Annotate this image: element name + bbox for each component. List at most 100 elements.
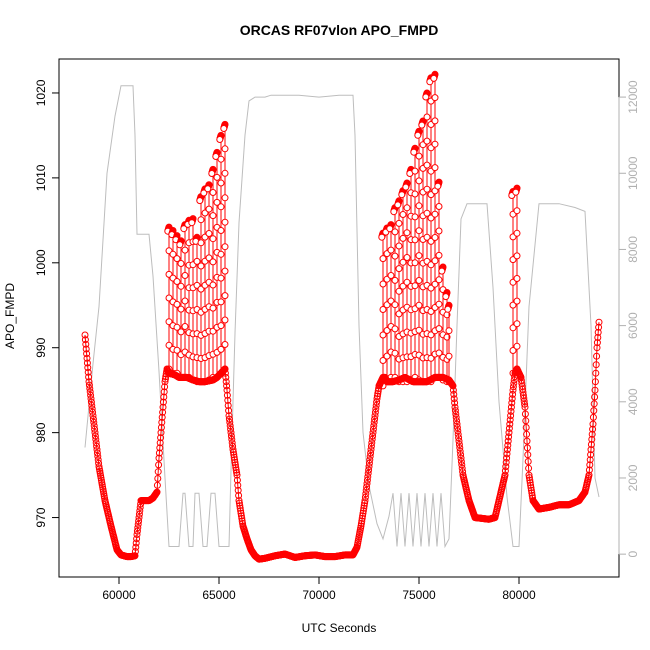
spike-point (173, 255, 181, 263)
y2-tick-label: 6000 (626, 312, 640, 339)
apo-point (227, 432, 235, 440)
spike-point (391, 325, 399, 333)
apo-point (525, 474, 533, 482)
apo-point (359, 509, 367, 517)
spike-cap-point (188, 219, 196, 227)
apo-point (594, 328, 602, 336)
apo-point (451, 403, 459, 411)
apo-point (507, 403, 515, 411)
spike-point (513, 229, 521, 237)
spike-point (205, 205, 213, 213)
altitude-series (84, 85, 600, 549)
apo-point (223, 391, 231, 399)
spike-point (411, 213, 419, 221)
spike-point (513, 342, 521, 350)
apo-point (154, 475, 162, 482)
apo-point (89, 412, 97, 420)
spike-point (513, 207, 521, 215)
spike-point (217, 345, 225, 353)
spike-point (415, 326, 423, 334)
apo-point (231, 458, 239, 466)
apo-point (153, 481, 161, 489)
apo-point (506, 416, 514, 424)
spike-cap-point (430, 74, 438, 82)
spike-series (164, 70, 521, 390)
apo-point (504, 441, 512, 449)
spike-point (513, 252, 521, 260)
apo-point (522, 424, 530, 431)
apo-point (93, 446, 101, 454)
x-axis: 60000 65000 70000 75000 80000 (102, 576, 536, 602)
apo-point (233, 469, 241, 477)
apo-point (157, 424, 165, 431)
apo-point (365, 459, 373, 467)
spike-cap-point (220, 125, 228, 132)
apo-point (454, 430, 462, 438)
spike-cap-point (386, 225, 394, 233)
spike-point (209, 258, 217, 266)
spike-point (427, 261, 435, 269)
spike-point (217, 155, 225, 163)
apo-point (591, 386, 599, 394)
spike-point (177, 260, 185, 267)
apo-point (93, 442, 101, 450)
spike-cap-point (200, 189, 208, 197)
apo-point (595, 318, 603, 326)
apo-point (510, 379, 518, 387)
apo-point (452, 413, 460, 421)
apo-point (230, 453, 238, 461)
apo-point (90, 422, 98, 430)
spike-point (435, 203, 443, 210)
apo-point (503, 446, 511, 454)
apo-point (88, 402, 96, 409)
spike-point (435, 325, 443, 333)
apo-point (224, 402, 232, 409)
apo-point (134, 520, 142, 528)
y2-tick-label: 0 (626, 550, 640, 557)
apo-point (92, 439, 100, 447)
y-tick-label: 1020 (34, 79, 48, 106)
apo-point (236, 502, 244, 510)
spike-point (415, 252, 423, 260)
apo-point (374, 390, 382, 398)
spike-point (513, 320, 521, 328)
apo-point (133, 527, 141, 535)
apo-point (85, 373, 93, 381)
apo-point (592, 361, 600, 369)
apo-point (585, 471, 593, 479)
spike-point (403, 254, 411, 261)
spike-point (513, 297, 521, 305)
apo-point (93, 449, 101, 457)
apo-point (372, 405, 380, 413)
apo-point (94, 452, 102, 460)
apo-point (364, 469, 372, 477)
spike-point (197, 262, 205, 270)
y2-axis: 0 2000 4000 6000 8000 10000 12000 (618, 80, 640, 557)
apo-point (527, 484, 535, 492)
apo-point (91, 432, 99, 440)
spike-point (181, 323, 189, 330)
apo-point (85, 378, 93, 386)
spike-point (395, 265, 403, 273)
y2-tick-label: 2000 (626, 464, 640, 491)
apo-point (358, 514, 366, 522)
apo-point (371, 408, 379, 416)
spike-point (221, 341, 229, 348)
spike-point (379, 255, 387, 263)
apo-point (236, 504, 244, 512)
apo-point (450, 395, 458, 403)
apo-point (158, 418, 166, 426)
apo-point (589, 425, 597, 433)
apo-point (237, 512, 245, 520)
spike-point (411, 259, 419, 267)
spike-point (209, 304, 217, 312)
spike-point (213, 173, 221, 181)
apo-point (227, 425, 235, 433)
apo-point (457, 451, 465, 459)
spike-point (435, 251, 443, 259)
apo-point (226, 418, 234, 426)
apo-point (528, 489, 536, 497)
apo-point (505, 429, 513, 437)
apo-point (82, 345, 90, 353)
spike-point (427, 331, 435, 339)
